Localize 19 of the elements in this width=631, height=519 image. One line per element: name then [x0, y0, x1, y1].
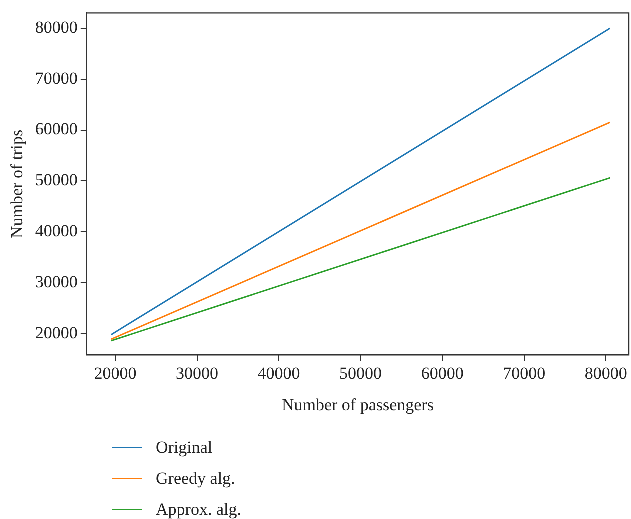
legend-label: Approx. alg.	[156, 500, 242, 519]
y-tick-label: 80000	[35, 18, 78, 37]
x-axis-title: Number of passengers	[282, 395, 434, 414]
y-axis-title: Number of trips	[8, 130, 27, 238]
legend-label: Greedy alg.	[156, 468, 236, 488]
y-tick-label: 20000	[35, 323, 78, 342]
y-tick-label: 40000	[35, 222, 78, 241]
y-tick-label: 70000	[35, 68, 78, 88]
x-tick-label: 30000	[176, 364, 219, 383]
x-tick-label: 70000	[503, 364, 546, 383]
x-tick-label: 50000	[340, 364, 382, 383]
x-tick-label: 40000	[258, 364, 300, 383]
x-tick-label: 80000	[584, 364, 628, 383]
y-tick-label: 30000	[35, 272, 78, 292]
legend-label: Original	[156, 438, 213, 458]
y-tick-label: 60000	[35, 120, 78, 139]
y-tick-label: 50000	[35, 170, 78, 190]
x-tick-label: 20000	[94, 364, 137, 383]
x-tick-label: 60000	[421, 364, 464, 383]
